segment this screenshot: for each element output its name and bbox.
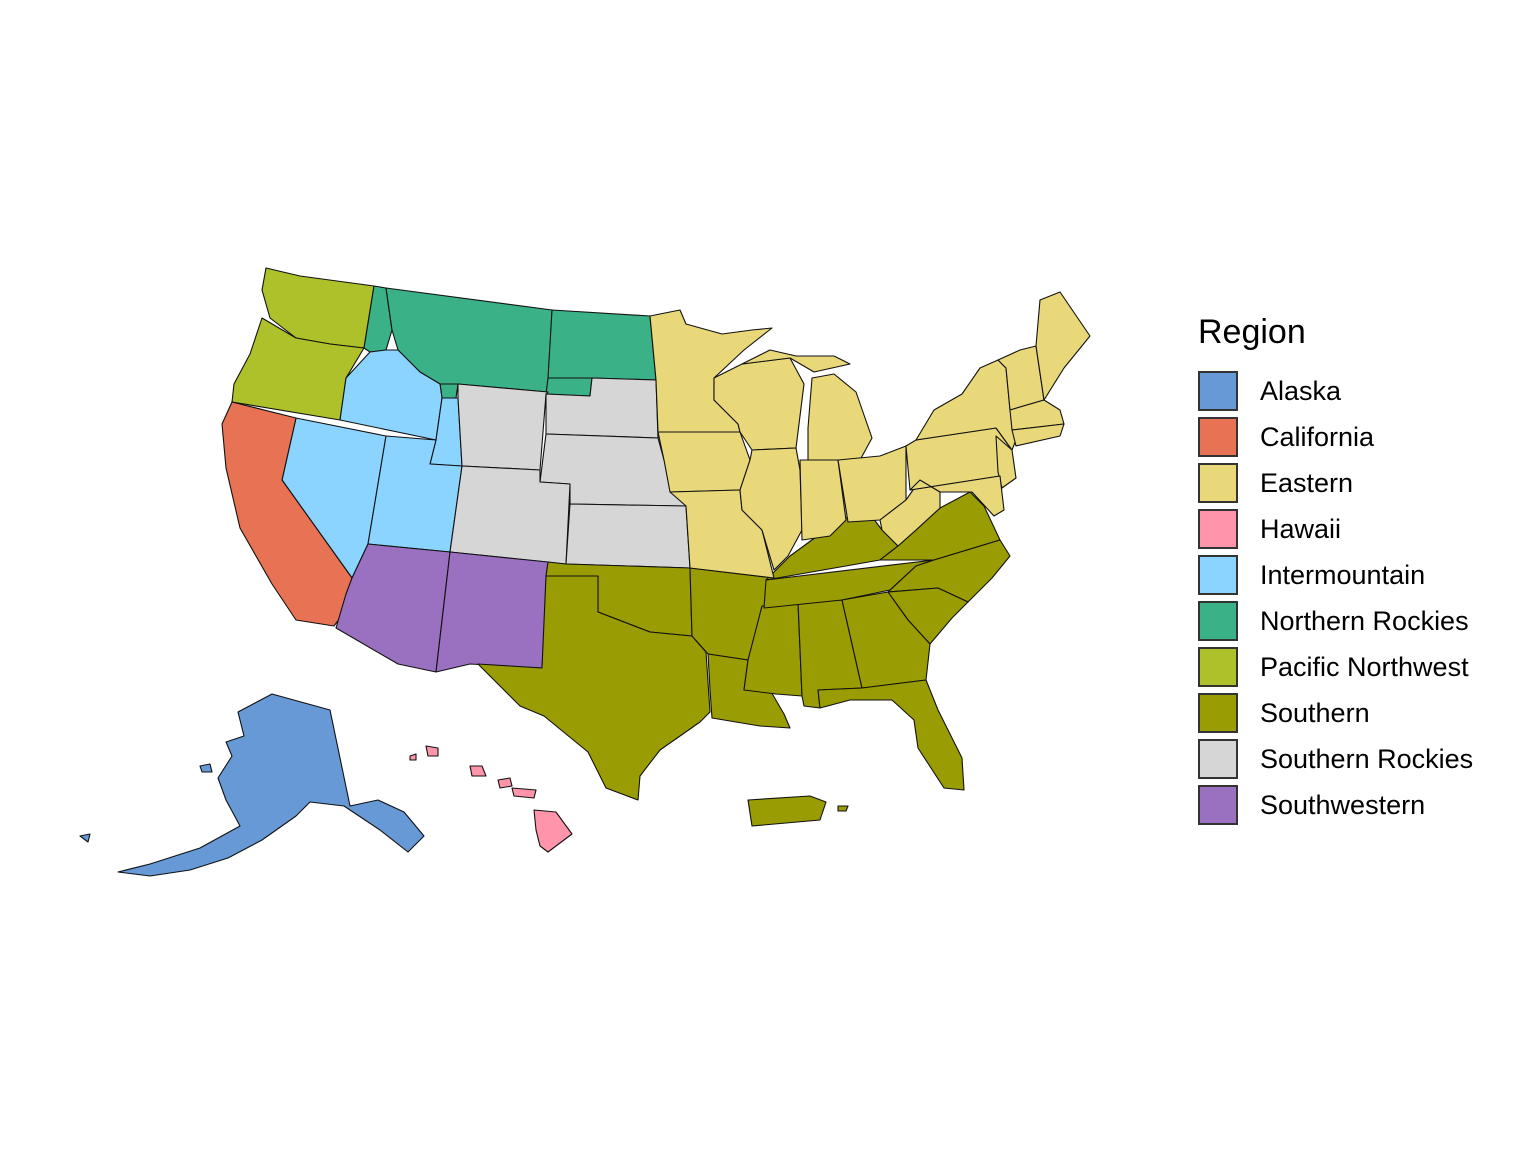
legend-entry: Intermountain <box>1198 552 1473 598</box>
legend-entry: Southern Rockies <box>1198 736 1473 782</box>
legend-label: Southwestern <box>1260 789 1426 820</box>
state-california <box>221 401 353 627</box>
state-idaho-south <box>339 349 443 441</box>
legend-title: Region <box>1198 313 1306 351</box>
legend-entry: Pacific Northwest <box>1198 644 1473 690</box>
hawaii-big-island <box>533 809 573 853</box>
region-eastern <box>649 291 1091 579</box>
sd-northwest-strip <box>545 377 593 397</box>
legend-entry: Southwestern <box>1198 782 1473 828</box>
puerto-rico <box>747 795 827 827</box>
state-michigan-upper <box>741 349 851 373</box>
legend-label: Alaska <box>1260 375 1342 406</box>
region-alaska <box>79 693 425 877</box>
hawaii-maui <box>497 777 513 789</box>
legend: Region Alaska California Eastern Hawaii Inte… <box>1198 312 1473 828</box>
legend-swatch <box>1198 463 1238 503</box>
region-intermountain <box>281 349 463 579</box>
legend-entry: Northern Rockies <box>1198 598 1473 644</box>
state-kansas <box>565 503 691 569</box>
state-alaska <box>117 693 425 877</box>
legend-label: California <box>1260 421 1375 452</box>
state-new-mexico <box>435 551 549 673</box>
legend-entry: Alaska <box>1198 368 1473 414</box>
state-massachusetts <box>1009 399 1065 431</box>
region-southwestern <box>335 543 549 673</box>
state-west-virginia <box>879 479 941 547</box>
legend-swatch <box>1198 601 1238 641</box>
legend-label: Pacific Northwest <box>1260 651 1469 682</box>
legend-entry: Eastern <box>1198 460 1473 506</box>
legend-label: Hawaii <box>1260 513 1342 544</box>
wy-northwest-strip <box>439 383 459 399</box>
puerto-rico-islet <box>837 805 849 812</box>
state-new-jersey <box>995 435 1017 489</box>
hawaii-molokai-lanai <box>511 787 537 799</box>
hawaii-kauai <box>425 745 439 757</box>
state-michigan-lower <box>807 373 873 463</box>
legend-label: Southern <box>1260 697 1370 728</box>
state-texas <box>477 575 711 801</box>
state-maine <box>1035 291 1091 401</box>
state-ct-ri <box>1011 423 1065 447</box>
region-pacific-northwest <box>231 267 375 421</box>
hawaii-niihau <box>409 753 417 761</box>
state-indiana <box>799 459 847 541</box>
legend-swatch <box>1198 555 1238 595</box>
legend-swatch <box>1198 417 1238 457</box>
region-california <box>221 401 353 627</box>
state-maryland-delaware <box>909 475 1005 517</box>
legend-swatch <box>1198 693 1238 733</box>
legend-swatch <box>1198 371 1238 411</box>
legend-label: Southern Rockies <box>1260 743 1474 774</box>
legend-entry: Hawaii <box>1198 506 1473 552</box>
legend-swatch <box>1198 509 1238 549</box>
state-iowa <box>657 431 751 493</box>
legend-entry: Southern <box>1198 690 1473 736</box>
legend-entry: California <box>1198 414 1473 460</box>
state-north-dakota <box>547 309 657 381</box>
alaska-island-2 <box>79 833 91 843</box>
region-southern <box>477 491 1011 827</box>
region-southern-rockies <box>449 377 691 569</box>
legend-swatch <box>1198 647 1238 687</box>
hawaii-oahu <box>469 765 487 777</box>
state-florida <box>817 679 965 791</box>
alaska-island-1 <box>199 763 213 773</box>
legend-label: Eastern <box>1260 467 1354 498</box>
legend-swatch <box>1198 739 1238 779</box>
legend-entries: Alaska California Eastern Hawaii Intermounta… <box>1198 368 1473 828</box>
legend-swatch <box>1198 785 1238 825</box>
legend-label: Northern Rockies <box>1260 605 1469 636</box>
state-wyoming <box>457 383 549 471</box>
legend-label: Intermountain <box>1260 559 1426 590</box>
state-illinois <box>739 447 803 571</box>
region-northern-rockies <box>363 285 657 399</box>
region-hawaii <box>409 745 573 853</box>
